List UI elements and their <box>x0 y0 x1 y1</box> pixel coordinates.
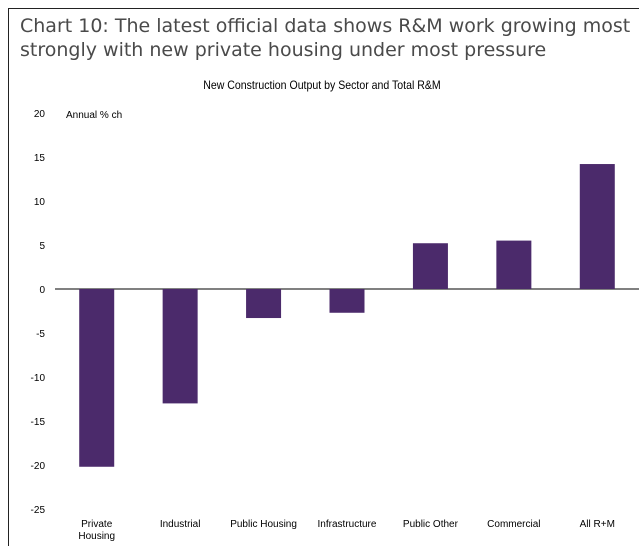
y-tick-label: 15 <box>34 153 46 164</box>
y-tick-label: -15 <box>31 417 46 428</box>
x-tick-label: All R+M <box>580 519 615 530</box>
x-tick-label: Infrastructure <box>318 519 377 530</box>
x-axis-labels: Private Housing Industrial Public Housing In… <box>78 519 615 542</box>
bar-all-r-m <box>579 164 615 289</box>
y-tick-label: -20 <box>31 461 46 472</box>
y-tick-label: 20 <box>34 109 46 120</box>
bar-public-housing <box>246 289 282 319</box>
x-tick-label: Commercial <box>487 519 540 530</box>
y-tick-label: -5 <box>36 329 45 340</box>
bar-infrastructure <box>329 289 365 313</box>
bar-industrial <box>162 289 198 404</box>
x-tick-label: Public Other <box>403 519 459 530</box>
y-tick-label: -25 <box>31 505 46 516</box>
x-tick-label: Public Housing <box>230 519 297 530</box>
y-tick-label: 0 <box>39 285 45 296</box>
y-tick-label: 5 <box>39 241 45 252</box>
chart-heading: Chart 10: The latest official data shows… <box>20 15 631 61</box>
y-axis-ticks: 20 15 10 5 0 -5 -10 -15 -20 -25 <box>31 109 46 516</box>
chart-title: New Construction Output by Sector and To… <box>203 78 441 92</box>
bar-commercial <box>496 240 532 289</box>
x-tick-label: Private Housing <box>78 519 115 542</box>
y-tick-label: -10 <box>31 373 46 384</box>
y-tick-label: 10 <box>34 197 46 208</box>
bar-private-housing <box>79 289 115 467</box>
bars <box>79 164 615 467</box>
y-axis-label: Annual % ch <box>66 110 122 121</box>
bar-public-other <box>412 243 448 289</box>
chart-frame <box>8 8 639 546</box>
x-tick-label: Industrial <box>160 519 201 530</box>
